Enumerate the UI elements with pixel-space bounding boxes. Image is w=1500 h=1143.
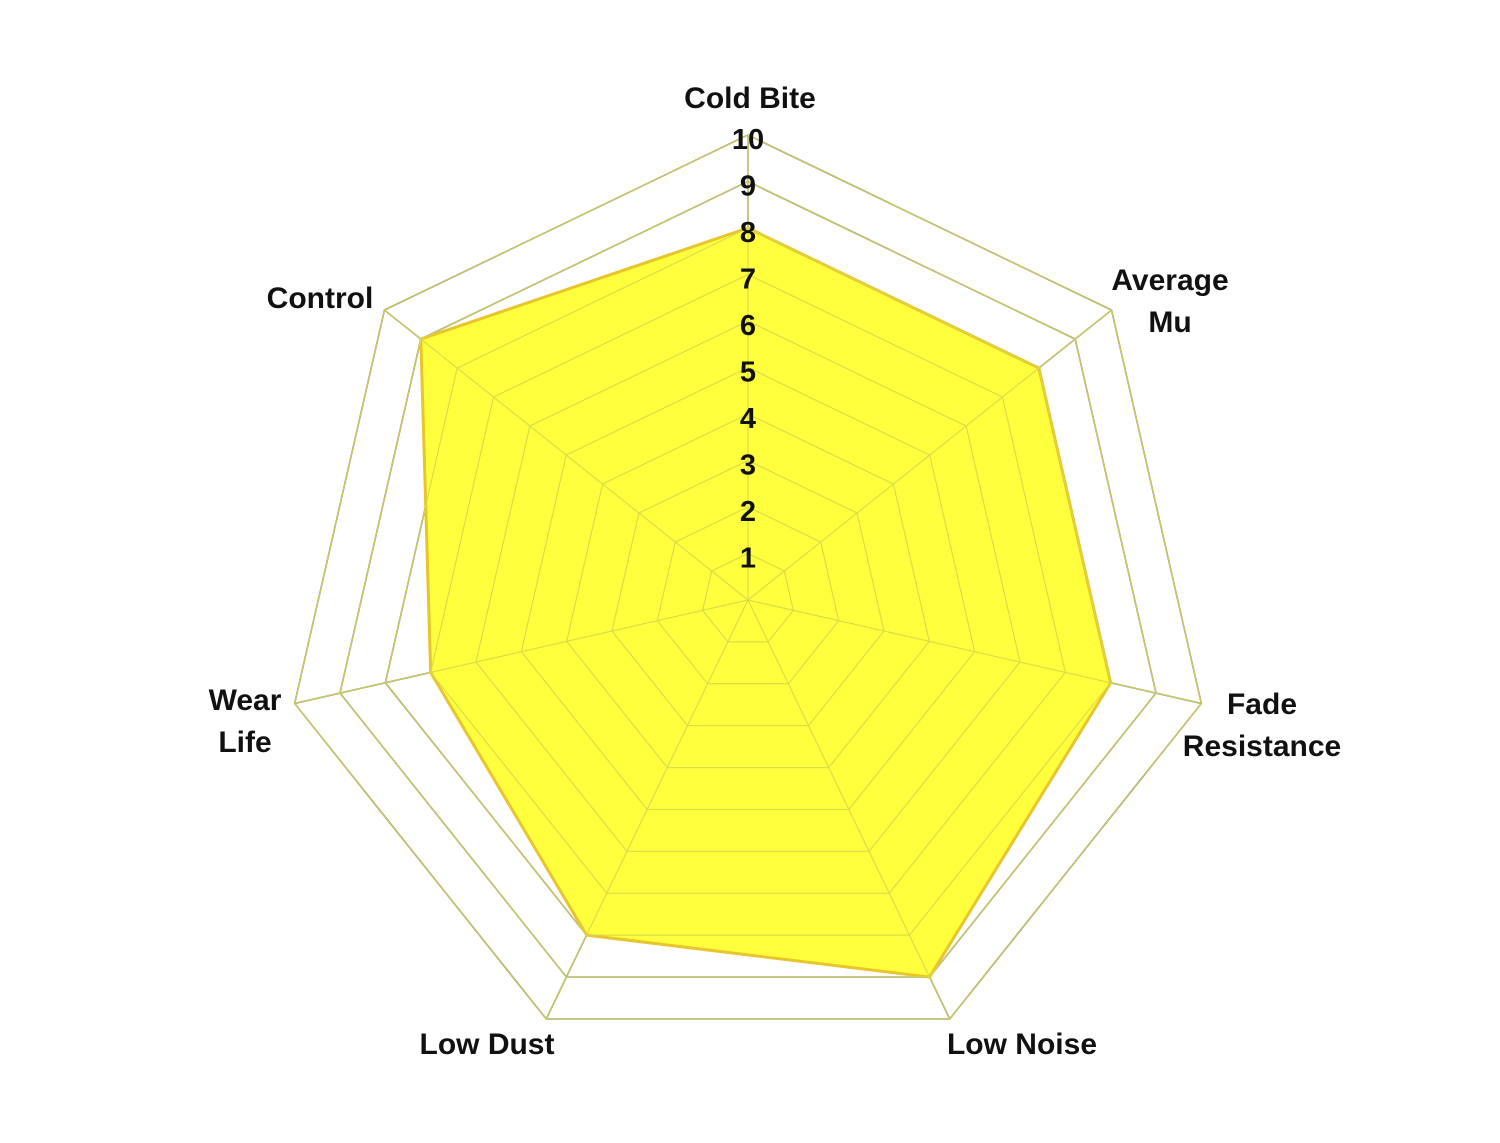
tick-label: 6 <box>740 310 756 342</box>
grid-ring-overlay-6 <box>475 320 1021 852</box>
tick-label: 9 <box>740 171 756 203</box>
category-label: Low Dust <box>420 1028 555 1061</box>
grid-spoke-overlay <box>747 599 951 1020</box>
category-label: Average Mu <box>1111 264 1228 339</box>
category-label: Control <box>267 282 374 315</box>
category-label: Low Noise <box>947 1028 1097 1061</box>
grid-spoke-overlay <box>294 599 749 704</box>
tick-label: 3 <box>740 450 756 482</box>
tick-label: 5 <box>740 357 756 389</box>
grid-spoke-overlay <box>747 309 1112 601</box>
radial-tick-labels: 1 2 3 4 5 6 7 8 9 10 <box>732 124 764 575</box>
grid-ring-overlay-8 <box>384 227 1112 936</box>
grid-ring-overlay-1 <box>702 552 794 643</box>
grid-ring-overlay-3 <box>611 459 885 727</box>
series-area <box>419 226 1113 979</box>
tick-label: 7 <box>740 264 756 296</box>
grid-ring-overlay-9 <box>339 180 1157 978</box>
tick-label: 8 <box>740 217 756 249</box>
grid-spoke-overlay <box>747 599 1202 704</box>
radar-series <box>419 226 1113 979</box>
grid-ring-overlay-4 <box>566 413 930 769</box>
tick-label: 10 <box>732 124 764 156</box>
tick-label: 4 <box>740 403 756 435</box>
tick-label: 1 <box>740 543 756 575</box>
grid-spoke-overlay <box>384 309 749 601</box>
grid-ring-overlay-10 <box>294 134 1202 1020</box>
tick-label: 2 <box>740 496 756 528</box>
category-label: Fade Resistance <box>1183 688 1341 763</box>
grid-ring-overlay-2 <box>656 506 840 685</box>
category-label: Wear Life <box>209 684 282 759</box>
category-labels: Cold Bite Average Mu Fade Resistance Low Nois… <box>209 82 1342 1061</box>
grid-ring-overlay-7 <box>430 273 1066 894</box>
grid-spoke-overlay <box>545 599 749 1020</box>
radar-inner-grid <box>294 134 1202 1020</box>
grid-ring-overlay-5 <box>520 366 976 810</box>
category-label: Cold Bite <box>684 82 816 115</box>
